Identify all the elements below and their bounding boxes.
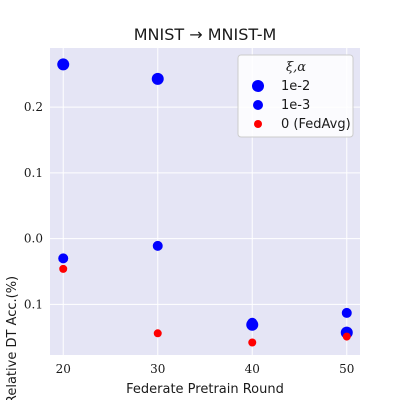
data-point: [153, 329, 162, 338]
x-tick-label: 40: [245, 362, 260, 376]
data-point: [59, 264, 68, 273]
x-axis-ticks: 20 30 40 50: [56, 362, 355, 376]
data-point: [342, 332, 351, 341]
data-point: [248, 338, 257, 347]
data-point: [152, 240, 163, 251]
legend-box: [237, 54, 354, 138]
y-tick-label: 0.1: [24, 297, 43, 311]
x-tick-label: 20: [56, 362, 71, 376]
legend-title: ξ,α: [286, 60, 306, 75]
x-tick-label: 30: [150, 362, 165, 376]
data-point: [57, 58, 70, 71]
y-tick-label: 0.0: [24, 232, 43, 246]
legend-marker-1e-3: [253, 100, 263, 110]
data-point: [151, 72, 164, 85]
legend-label-1e-2: 1e-2: [281, 79, 310, 94]
legend-marker-fedavg: [254, 120, 262, 128]
data-point: [58, 253, 69, 264]
x-tick-label: 50: [339, 362, 354, 376]
legend-marker-1e-2: [252, 80, 264, 92]
data-point: [247, 317, 258, 328]
y-tick-label: 0.2: [24, 100, 43, 114]
legend: ξ,α 1e-2 1e-3 0 (FedAvg): [237, 54, 354, 138]
legend-label-1e-3: 1e-3: [281, 98, 310, 113]
legend-label-fedavg: 0 (FedAvg): [281, 117, 351, 132]
data-point: [341, 307, 352, 318]
x-axis-label: Federate Pretrain Round: [126, 382, 284, 397]
chart-title: MNIST → MNIST-M: [134, 25, 277, 44]
data-points: [57, 58, 353, 347]
y-tick-label: 0.1: [24, 166, 43, 180]
y-axis-label: Relative DT Acc.(%): [5, 276, 20, 400]
y-axis-ticks: 0.2 0.1 0.0 0.1: [24, 100, 43, 311]
